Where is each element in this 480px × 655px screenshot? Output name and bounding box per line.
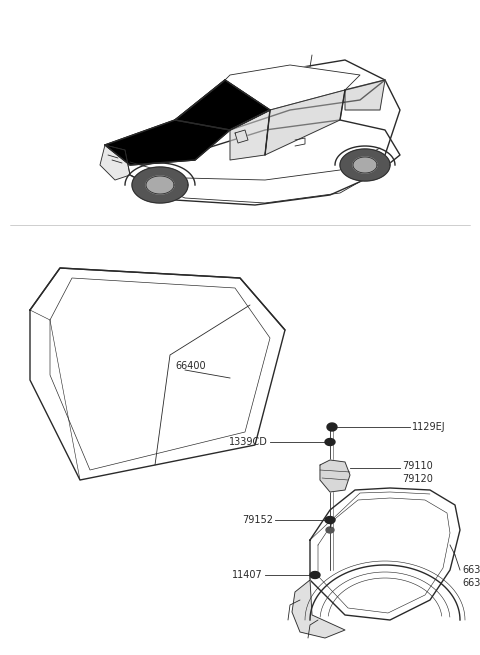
Text: 66400: 66400 (175, 361, 205, 371)
Polygon shape (30, 268, 285, 480)
Polygon shape (325, 517, 335, 523)
Polygon shape (265, 90, 345, 155)
Polygon shape (132, 167, 188, 203)
Text: 79110: 79110 (402, 461, 433, 471)
Polygon shape (292, 580, 345, 638)
Polygon shape (146, 176, 174, 194)
Text: 11407: 11407 (232, 570, 263, 580)
Polygon shape (345, 80, 385, 110)
Polygon shape (340, 149, 390, 181)
Polygon shape (175, 60, 385, 130)
Polygon shape (325, 438, 335, 445)
Polygon shape (230, 110, 270, 160)
Polygon shape (353, 157, 377, 173)
Polygon shape (105, 120, 400, 205)
Polygon shape (326, 527, 334, 533)
Text: 66302: 66302 (462, 578, 480, 588)
Polygon shape (105, 120, 230, 165)
Text: 79120: 79120 (402, 474, 433, 484)
Text: 66301: 66301 (462, 565, 480, 575)
Text: 79152: 79152 (242, 515, 273, 525)
Polygon shape (310, 572, 320, 578)
Polygon shape (100, 145, 130, 180)
Polygon shape (235, 130, 248, 143)
Polygon shape (310, 488, 460, 620)
Polygon shape (327, 423, 337, 431)
Text: 1339CD: 1339CD (229, 437, 268, 447)
Polygon shape (320, 460, 350, 492)
Polygon shape (225, 65, 360, 110)
Polygon shape (175, 80, 270, 130)
Text: 1129EJ: 1129EJ (412, 422, 445, 432)
